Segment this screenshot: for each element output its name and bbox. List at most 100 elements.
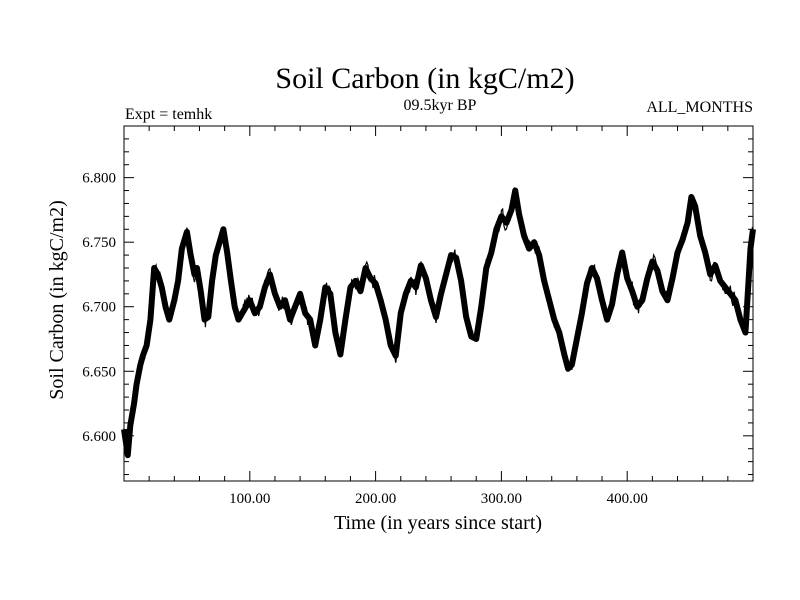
data-point: [435, 316, 437, 318]
data-point: [749, 247, 752, 250]
data-point: [425, 277, 427, 280]
data-point: [222, 228, 225, 231]
data-point: [440, 293, 442, 295]
data-point: [709, 273, 712, 276]
data-point: [215, 254, 217, 256]
data-point: [465, 316, 467, 318]
data-point: [241, 312, 244, 314]
data-point: [211, 280, 213, 282]
data-point: [616, 273, 618, 276]
data-point: [699, 234, 701, 237]
data-point: [514, 189, 517, 192]
data-point: [563, 353, 566, 356]
data-point: [586, 282, 588, 285]
data-point: [533, 241, 535, 243]
data-point: [518, 212, 520, 215]
data-point: [686, 222, 689, 224]
data-point: [415, 286, 417, 289]
data-point: [196, 267, 198, 269]
x-tick-label: 200.00: [355, 491, 396, 507]
data-point: [445, 273, 447, 276]
data-point: [299, 293, 301, 295]
data-point: [581, 312, 583, 314]
data-point: [389, 344, 392, 347]
data-point: [149, 318, 152, 321]
data-point: [294, 305, 296, 308]
data-point: [694, 205, 696, 207]
data-point: [576, 338, 578, 340]
data-point: [404, 293, 407, 295]
data-point: [553, 318, 556, 321]
data-point: [359, 290, 362, 293]
data-point: [596, 277, 598, 280]
data-point: [430, 299, 432, 302]
series-line: [121, 187, 756, 459]
data-point: [621, 251, 623, 254]
data-point: [739, 318, 742, 321]
data-point: [611, 303, 613, 305]
data-point: [160, 286, 163, 289]
data-point: [181, 247, 183, 250]
data-point: [259, 305, 261, 308]
data-point: [379, 299, 382, 302]
data-point: [538, 254, 540, 256]
data-point: [374, 282, 377, 285]
x-axis-label: Time (in years since start): [334, 512, 542, 534]
data-point: [724, 286, 727, 289]
data-point: [676, 251, 679, 254]
data-point: [704, 251, 706, 254]
series-line-noise: [123, 187, 754, 455]
data-point: [744, 331, 747, 334]
period-label: 09.5kyr BP: [404, 97, 477, 114]
data-point: [495, 228, 498, 231]
data-point: [671, 277, 674, 280]
y-tick-label: 6.650: [82, 364, 116, 380]
data-point: [364, 267, 367, 269]
data-point: [601, 299, 603, 302]
data-point: [558, 331, 561, 334]
data-point: [284, 299, 286, 302]
data-point: [203, 318, 206, 321]
data-point: [420, 264, 422, 267]
data-point: [567, 367, 569, 370]
data-point: [485, 267, 488, 269]
y-tick-label: 6.700: [82, 300, 116, 316]
data-point: [344, 318, 347, 321]
data-point: [139, 364, 142, 366]
data-point: [384, 318, 387, 321]
data-point: [369, 277, 372, 280]
data-point: [309, 318, 311, 321]
data-point: [656, 269, 659, 272]
data-point: [314, 344, 317, 347]
data-point: [354, 280, 357, 282]
y-tick-label: 6.800: [82, 171, 116, 187]
data-point: [126, 454, 129, 456]
data-point: [289, 318, 291, 321]
data-point: [591, 267, 593, 269]
data-point: [470, 335, 473, 338]
data-point: [548, 299, 550, 302]
data-point: [543, 280, 545, 282]
data-point: [269, 273, 271, 276]
data-point: [571, 364, 573, 366]
data-point: [123, 428, 125, 431]
data-point: [199, 290, 202, 293]
data-point: [177, 280, 179, 282]
data-point: [279, 305, 281, 308]
data-point: [399, 312, 402, 314]
data-point: [646, 277, 649, 280]
data-point: [153, 267, 155, 269]
data-point: [164, 305, 167, 308]
data-point: [666, 299, 669, 302]
data-point: [631, 290, 634, 293]
data-point: [157, 273, 159, 276]
data-point: [410, 280, 412, 282]
data-point: [233, 305, 236, 308]
chart-title: Soil Carbon (in kgC/m2): [275, 62, 574, 95]
data-point: [304, 312, 306, 314]
data-point: [729, 293, 732, 295]
x-tick-label: 100.00: [229, 491, 270, 507]
data-point: [523, 234, 525, 237]
y-tick-label: 6.600: [82, 429, 116, 445]
